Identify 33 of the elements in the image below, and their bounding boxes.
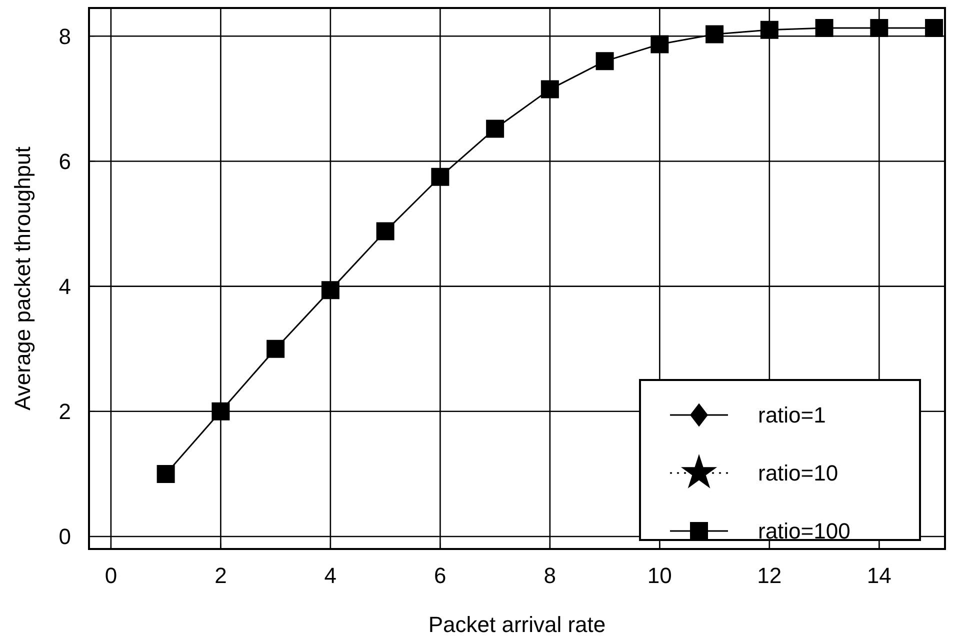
- point: [212, 402, 230, 420]
- x-tick-label: 0: [104, 563, 118, 588]
- x-tick-label: 8: [544, 563, 556, 588]
- point: [870, 19, 888, 38]
- x-axis-title: Packet arrival rate: [428, 612, 606, 637]
- point: [540, 80, 559, 98]
- x-tick-label: 14: [866, 563, 892, 588]
- point: [266, 340, 285, 358]
- x-tick-label: 10: [647, 563, 672, 588]
- point: [376, 222, 394, 240]
- point: [760, 20, 778, 39]
- point: [156, 464, 175, 483]
- y-tick-label: 6: [58, 148, 71, 174]
- y-tick-label: 0: [58, 524, 71, 550]
- point: [650, 35, 669, 54]
- x-tick-label: 6: [434, 563, 446, 588]
- y-tick-label: 4: [58, 274, 71, 300]
- legend-label: ratio=10: [758, 460, 838, 486]
- legend-label: ratio=1: [758, 402, 826, 428]
- point: [321, 281, 340, 300]
- x-tick-label: 12: [757, 563, 782, 588]
- point: [486, 120, 504, 138]
- legend-label: ratio=100: [758, 518, 850, 544]
- y-axis-title: Average packet throughput: [10, 146, 35, 410]
- point: [815, 19, 834, 38]
- y-tick-label: 2: [58, 399, 71, 424]
- point: [706, 25, 724, 44]
- point: [596, 52, 614, 70]
- x-tick-label: 2: [214, 563, 227, 588]
- point: [925, 19, 944, 38]
- point: [431, 168, 450, 186]
- y-tick-label: 8: [58, 24, 71, 49]
- x-tick-label: 4: [324, 563, 337, 588]
